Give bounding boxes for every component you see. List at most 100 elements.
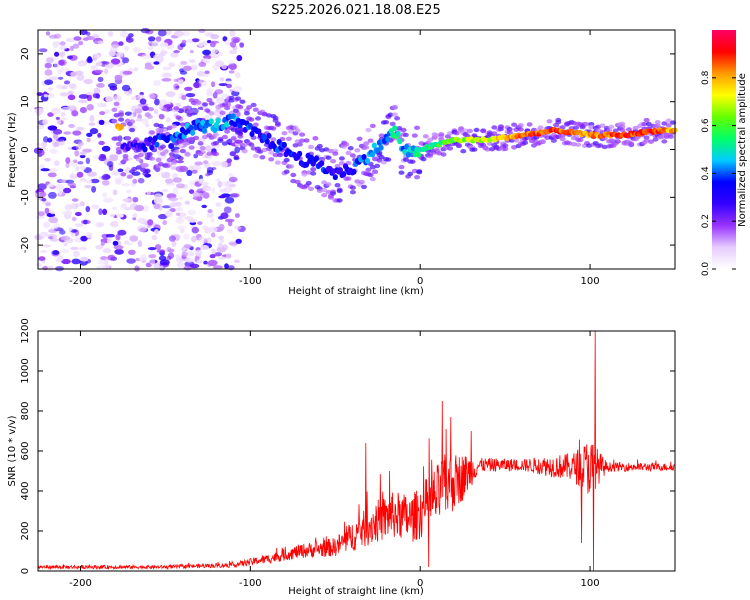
heatmap-cell bbox=[110, 58, 121, 65]
heatmap-cell bbox=[69, 83, 76, 89]
heatmap-cell bbox=[64, 204, 72, 211]
heatmap-cell bbox=[158, 213, 168, 220]
snr-y-label: SNR (10 * v/v) bbox=[7, 415, 18, 486]
heatmap-cell bbox=[51, 107, 61, 115]
heatmap-cell bbox=[201, 204, 207, 209]
heatmap-cell bbox=[321, 187, 328, 193]
heatmap-cell bbox=[226, 229, 233, 234]
heatmap-cell bbox=[171, 173, 178, 179]
heatmap-cell bbox=[218, 83, 228, 87]
heatmap-cell bbox=[533, 135, 540, 140]
heatmap-cell bbox=[113, 113, 120, 118]
heatmap-cell bbox=[48, 191, 57, 199]
heatmap-cell bbox=[115, 147, 122, 152]
heatmap-cell bbox=[124, 242, 134, 246]
heatmap-cell bbox=[183, 265, 192, 271]
heatmap-cell bbox=[349, 190, 356, 195]
heatmap-cell bbox=[314, 155, 320, 162]
heatmap-cell bbox=[201, 127, 208, 134]
heatmap-cell bbox=[187, 209, 196, 216]
heatmap-cell bbox=[161, 188, 169, 193]
heatmap-cell bbox=[129, 127, 136, 133]
heatmap-cell bbox=[506, 127, 513, 132]
heatmap-cell bbox=[237, 134, 244, 139]
heatmap-cell bbox=[98, 208, 103, 216]
heatmap-cell bbox=[239, 99, 246, 104]
heatmap-cell bbox=[354, 148, 361, 153]
heatmap-cell bbox=[71, 198, 79, 202]
heatmap-cell bbox=[290, 172, 297, 178]
heatmap-cell bbox=[648, 139, 654, 144]
heatmap-cell bbox=[471, 147, 478, 152]
heatmap-cell bbox=[126, 258, 136, 264]
heatmap-cell bbox=[79, 151, 87, 155]
heatmap-cell bbox=[94, 69, 104, 74]
heatmap-cell bbox=[73, 36, 82, 41]
heatmap-cell bbox=[134, 204, 145, 212]
spectrogram-x-tick-label: -200 bbox=[69, 276, 92, 287]
heatmap-cell bbox=[203, 54, 212, 60]
heatmap-cell bbox=[115, 150, 122, 155]
heatmap-cell bbox=[109, 85, 118, 91]
heatmap-cell bbox=[491, 131, 498, 136]
heatmap-cell bbox=[67, 94, 76, 101]
heatmap-cell bbox=[196, 259, 203, 264]
heatmap-cell bbox=[190, 129, 196, 136]
heatmap-cell bbox=[112, 206, 118, 211]
heatmap-cell bbox=[217, 180, 223, 188]
heatmap-cell bbox=[139, 162, 149, 168]
heatmap-cell bbox=[236, 55, 243, 62]
heatmap-cell bbox=[480, 128, 487, 134]
heatmap-cell bbox=[49, 76, 59, 81]
heatmap-cell bbox=[105, 95, 114, 103]
heatmap-cell bbox=[70, 246, 78, 250]
heatmap-cell bbox=[277, 152, 284, 158]
heatmap-cell bbox=[41, 141, 47, 148]
heatmap-cell bbox=[361, 154, 367, 160]
heatmap-cell bbox=[201, 182, 209, 186]
heatmap-cell bbox=[447, 146, 454, 151]
heatmap-cell bbox=[336, 198, 343, 203]
heatmap-cell bbox=[135, 165, 142, 170]
heatmap-cell bbox=[122, 70, 133, 75]
heatmap-cell bbox=[107, 31, 114, 37]
heatmap-cell bbox=[166, 106, 173, 112]
heatmap-cell bbox=[157, 123, 164, 129]
heatmap-cell bbox=[310, 167, 317, 172]
heatmap-cell bbox=[229, 29, 236, 37]
heatmap-cell bbox=[148, 254, 157, 259]
heatmap-cell bbox=[74, 223, 84, 227]
heatmap-cell bbox=[228, 176, 238, 183]
heatmap-cell bbox=[225, 253, 232, 259]
heatmap-cell bbox=[109, 155, 118, 162]
heatmap-cell bbox=[203, 160, 209, 165]
heatmap-cell bbox=[378, 144, 384, 151]
heatmap-cell bbox=[190, 235, 197, 243]
heatmap-cell bbox=[235, 96, 242, 101]
heatmap-cell bbox=[47, 112, 54, 117]
heatmap-cell bbox=[455, 143, 462, 148]
heatmap-cell bbox=[221, 141, 228, 146]
heatmap-cell bbox=[389, 121, 396, 127]
heatmap-cell bbox=[234, 146, 241, 154]
heatmap-cell bbox=[124, 111, 133, 116]
heatmap-cell bbox=[296, 142, 303, 147]
heatmap-cell bbox=[511, 122, 518, 127]
heatmap-cell bbox=[184, 200, 190, 205]
snr-series-line bbox=[37, 330, 676, 572]
heatmap-cell bbox=[189, 64, 198, 71]
heatmap-cell bbox=[171, 124, 178, 129]
heatmap-cell bbox=[283, 157, 290, 163]
heatmap-cell bbox=[172, 177, 182, 183]
heatmap-cell bbox=[84, 179, 93, 184]
heatmap-cell bbox=[50, 238, 59, 242]
heatmap-cell bbox=[420, 157, 427, 162]
heatmap-cell bbox=[79, 165, 86, 170]
heatmap-cell bbox=[60, 117, 68, 121]
heatmap-cell bbox=[65, 210, 73, 216]
heatmap-cell bbox=[522, 140, 529, 145]
heatmap-cell bbox=[77, 161, 84, 165]
heatmap-cell bbox=[218, 235, 225, 240]
heatmap-cell bbox=[111, 118, 118, 124]
heatmap-cell bbox=[183, 233, 190, 240]
